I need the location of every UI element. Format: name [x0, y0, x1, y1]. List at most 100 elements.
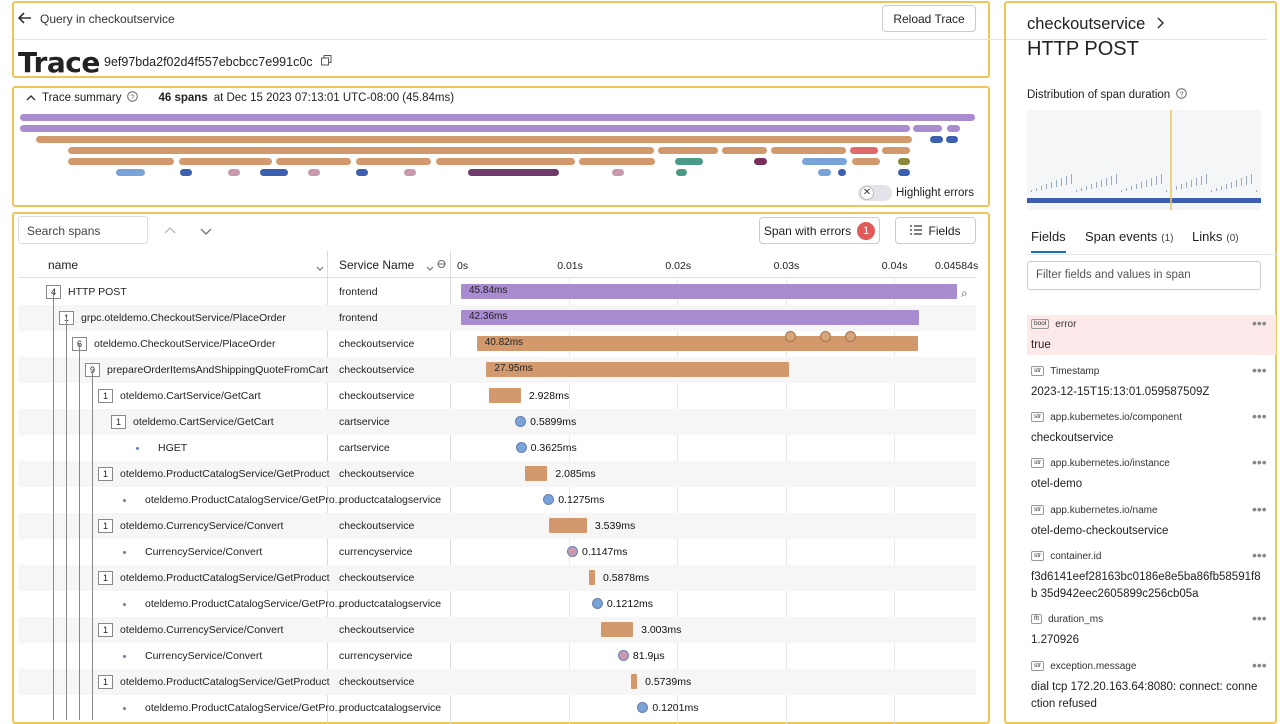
span-bar[interactable] — [489, 388, 521, 403]
filter-fields-input[interactable]: Filter fields and values in span — [1027, 261, 1261, 290]
minimap-span[interactable] — [404, 169, 416, 176]
minimap-span[interactable] — [356, 169, 368, 176]
minimap-span[interactable] — [116, 169, 145, 176]
minimap-span[interactable] — [436, 158, 575, 165]
highlight-errors-toggle[interactable]: ✕ — [858, 185, 892, 201]
minimap-span[interactable] — [946, 136, 958, 143]
search-input[interactable]: Search spans — [18, 216, 148, 244]
fields-button[interactable]: Fields — [895, 217, 976, 244]
span-bar[interactable]: 42.36ms — [461, 310, 920, 325]
minimap-span[interactable] — [802, 158, 847, 165]
minimap-span[interactable] — [930, 136, 943, 143]
more-options-icon[interactable]: ••• — [1252, 362, 1267, 378]
span-row[interactable]: 1 oteldemo.ProductCatalogService/GetProdu… — [18, 669, 976, 695]
chevron-down-icon[interactable] — [426, 262, 434, 274]
paperclip-icon[interactable]: ⌕ — [961, 286, 968, 300]
minimap-span[interactable] — [356, 158, 431, 165]
span-bar[interactable]: 40.82ms — [476, 336, 919, 351]
minimap-span[interactable] — [36, 136, 912, 143]
side-tab-fields[interactable]: Fields — [1031, 229, 1066, 253]
minimap-span[interactable] — [675, 158, 703, 165]
span-with-errors-button[interactable]: Span with errors 1 — [759, 217, 880, 244]
minimap-span[interactable] — [612, 169, 624, 176]
span-marker[interactable] — [515, 416, 527, 427]
span-marker[interactable] — [567, 546, 579, 557]
summary-header[interactable]: Trace summary ? 46 spans at Dec 15 2023 … — [26, 91, 454, 105]
minimap-span[interactable] — [179, 158, 272, 165]
minimap-span[interactable] — [276, 158, 351, 165]
minimap-span[interactable] — [722, 147, 767, 154]
more-options-icon[interactable]: ••• — [1252, 454, 1267, 470]
span-row[interactable]: 1 oteldemo.CurrencyService/Convert checkou… — [18, 617, 976, 643]
span-row[interactable]: oteldemo.ProductCatalogService/GetPro...… — [18, 487, 976, 513]
chevron-down-icon[interactable] — [200, 227, 212, 239]
child-count-badge[interactable]: 1 — [98, 623, 113, 637]
span-marker[interactable] — [591, 598, 603, 609]
span-bar[interactable] — [548, 518, 587, 533]
span-marker[interactable] — [543, 494, 555, 505]
span-bar[interactable]: 27.95ms — [486, 362, 789, 377]
chevron-down-icon[interactable] — [316, 262, 324, 274]
span-row[interactable]: CurrencyService/Convert currencyservice 0.… — [18, 539, 976, 565]
back-link[interactable]: Query in checkoutservice — [17, 11, 175, 27]
minimap-span[interactable] — [260, 169, 288, 176]
span-marker[interactable] — [515, 442, 527, 453]
span-row[interactable]: 1 oteldemo.ProductCatalogService/GetProdu… — [18, 565, 976, 591]
span-row[interactable]: 1 oteldemo.ProductCatalogService/GetProdu… — [18, 461, 976, 487]
minimap-span[interactable] — [754, 158, 767, 165]
minimap-span[interactable] — [308, 169, 320, 176]
minimap-span[interactable] — [579, 158, 655, 165]
minimap-span[interactable] — [68, 147, 654, 154]
more-options-icon[interactable]: ••• — [1252, 408, 1267, 424]
side-tab-span-events[interactable]: Span events (1) — [1085, 229, 1174, 244]
more-options-icon[interactable]: ••• — [1252, 657, 1267, 673]
duration-histogram[interactable] — [1027, 110, 1261, 210]
column-header-service[interactable]: Service Name — [339, 258, 415, 272]
span-event-marker[interactable] — [820, 331, 831, 342]
minimap-span[interactable] — [20, 125, 910, 132]
span-row[interactable]: 1grpc.oteldemo.CheckoutService/PlaceOrde… — [18, 305, 976, 331]
minimap-span[interactable] — [818, 169, 831, 176]
span-row[interactable]: HGET cartservice 0.3625ms — [18, 435, 976, 461]
minimap-span[interactable] — [913, 125, 942, 132]
span-marker[interactable] — [637, 702, 649, 713]
span-bar[interactable] — [588, 570, 596, 585]
child-count-badge[interactable]: 1 — [111, 415, 126, 429]
more-options-icon[interactable]: ••• — [1252, 501, 1267, 517]
chevron-up-icon[interactable] — [164, 225, 176, 237]
minimap-span[interactable] — [898, 169, 910, 176]
minimap-span[interactable] — [771, 147, 846, 154]
more-options-icon[interactable]: ••• — [1252, 547, 1267, 563]
span-row[interactable]: 1 oteldemo.CartService/GetCart cartservice… — [18, 409, 976, 435]
column-header-name[interactable]: name — [48, 258, 79, 272]
span-bar[interactable] — [524, 466, 548, 481]
minimap-span[interactable] — [468, 169, 559, 176]
span-row[interactable]: 1 oteldemo.CurrencyService/Convert checkou… — [18, 513, 976, 539]
child-count-badge[interactable]: 1 — [98, 519, 113, 533]
minimap-span[interactable] — [658, 147, 718, 154]
span-row[interactable]: 6oteldemo.CheckoutService/PlaceOrderchec… — [18, 331, 976, 357]
span-row[interactable]: 1 oteldemo.CartService/GetCart checkoutser… — [18, 383, 976, 409]
minimap-span[interactable] — [898, 158, 910, 165]
span-marker[interactable] — [617, 650, 629, 661]
resize-handle-icon[interactable] — [437, 259, 446, 272]
minimap-span[interactable] — [228, 169, 240, 176]
span-row[interactable]: oteldemo.ProductCatalogService/GetPro...… — [18, 591, 976, 617]
span-bar[interactable] — [600, 622, 634, 637]
copy-icon[interactable] — [320, 55, 332, 69]
span-event-marker[interactable] — [845, 331, 856, 342]
minimap-span[interactable] — [838, 169, 846, 176]
minimap-span[interactable] — [882, 147, 910, 154]
span-bar[interactable]: 45.84ms — [461, 284, 957, 299]
span-row[interactable]: 9prepareOrderItemsAndShippingQuoteFromCa… — [18, 357, 976, 383]
span-event-marker[interactable] — [785, 331, 796, 342]
child-count-badge[interactable]: 1 — [98, 389, 113, 403]
span-row[interactable]: CurrencyService/Convert currencyservice 81… — [18, 643, 976, 669]
reload-trace-button[interactable]: Reload Trace — [882, 5, 976, 32]
minimap-span[interactable] — [180, 169, 192, 176]
minimap-span[interactable] — [68, 158, 174, 165]
span-row[interactable]: oteldemo.ProductCatalogService/GetPro...… — [18, 695, 976, 721]
minimap-span[interactable] — [947, 125, 960, 132]
child-count-badge[interactable]: 1 — [98, 467, 113, 481]
